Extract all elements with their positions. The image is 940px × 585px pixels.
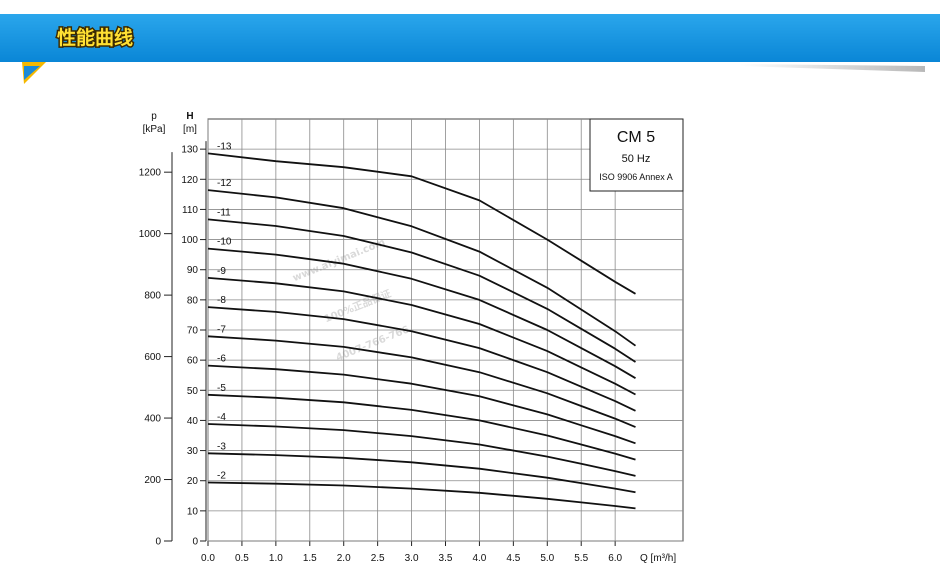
y2-tick-label: 1000 (139, 229, 162, 240)
curve-label: -6 (217, 354, 226, 365)
y-unit: [m] (183, 124, 197, 135)
y2-tick-label: 1200 (139, 168, 162, 179)
curve-label: -4 (217, 412, 226, 423)
curve (207, 277, 636, 396)
header-bar (0, 14, 940, 62)
watermark: 100%正品保证 (322, 287, 393, 326)
curve (207, 247, 636, 379)
x-tick-label: 4.0 (472, 553, 486, 564)
y-tick-label: 70 (187, 326, 199, 337)
y-tick-label: 80 (187, 295, 199, 306)
curve (207, 306, 636, 412)
curve (207, 364, 636, 445)
curve-label: -11 (217, 207, 231, 218)
x-tick-label: 1.0 (269, 553, 283, 564)
curve (207, 189, 637, 347)
y-tick-label: 10 (187, 506, 199, 517)
x-tick-label: 3.5 (439, 553, 453, 564)
y2-tick-label: 0 (155, 537, 161, 548)
annotation: CM 5 (617, 129, 655, 146)
curve-label: -12 (217, 178, 232, 189)
y-tick-label: 130 (181, 145, 198, 156)
x-tick-label: 5.5 (574, 553, 588, 564)
x-tick-label: 4.5 (506, 553, 520, 564)
y2-tick-label: 800 (144, 291, 161, 302)
annotation: 50 Hz (622, 153, 651, 165)
annotation: ISO 9906 Annex A (599, 172, 673, 182)
annotation-box (589, 118, 684, 192)
y-tick-label: 100 (181, 235, 198, 246)
x-title: Q [m³/h] (640, 553, 676, 564)
corner-blue (24, 66, 40, 80)
y-tick-label: 40 (187, 416, 199, 427)
x-tick-label: 6.0 (608, 553, 622, 564)
y-tick-label: 110 (182, 205, 198, 216)
y2-tick-label: 400 (144, 414, 161, 425)
header-shadow (740, 64, 925, 72)
y-tick-label: 0 (192, 537, 198, 548)
y2-tick-label: 200 (144, 475, 161, 486)
curve-label: -10 (217, 237, 232, 248)
curve (207, 218, 636, 363)
header-title: 性能曲线 (57, 26, 133, 49)
watermark: www.aiyimai.com (291, 237, 387, 284)
curve (207, 335, 636, 428)
y-tick-label: 30 (187, 446, 199, 457)
curve (207, 481, 636, 510)
curve-label: -7 (217, 324, 226, 335)
y-tick-label: 50 (187, 386, 199, 397)
y2-title: p (151, 111, 157, 122)
curve (207, 393, 636, 461)
x-tick-label: 0.5 (235, 553, 249, 564)
y-tick-label: 20 (187, 476, 199, 487)
curve (207, 152, 636, 295)
x-tick-label: 2.0 (337, 553, 351, 564)
x-tick-label: 2.5 (371, 553, 385, 564)
plot (164, 118, 684, 546)
curve (207, 452, 636, 494)
curve-label: -13 (217, 141, 232, 152)
y2-tick-label: 600 (144, 352, 161, 363)
y-tick-label: 60 (187, 356, 199, 367)
y-tick-label: 120 (181, 175, 198, 186)
curve (207, 423, 636, 477)
y2-unit: [kPa] (143, 124, 166, 135)
y-tick-label: 90 (187, 265, 199, 276)
curve-label: -5 (217, 383, 226, 394)
curve-label: -2 (217, 471, 226, 482)
curve-label: -8 (217, 295, 226, 306)
y-title: H (186, 111, 193, 122)
x-tick-label: 3.0 (405, 553, 419, 564)
x-tick-label: 5.0 (540, 553, 554, 564)
curve-label: -9 (217, 266, 226, 277)
x-tick-label: 1.5 (303, 553, 317, 564)
x-tick-label: 0.0 (201, 553, 215, 564)
curve-label: -3 (217, 441, 226, 452)
